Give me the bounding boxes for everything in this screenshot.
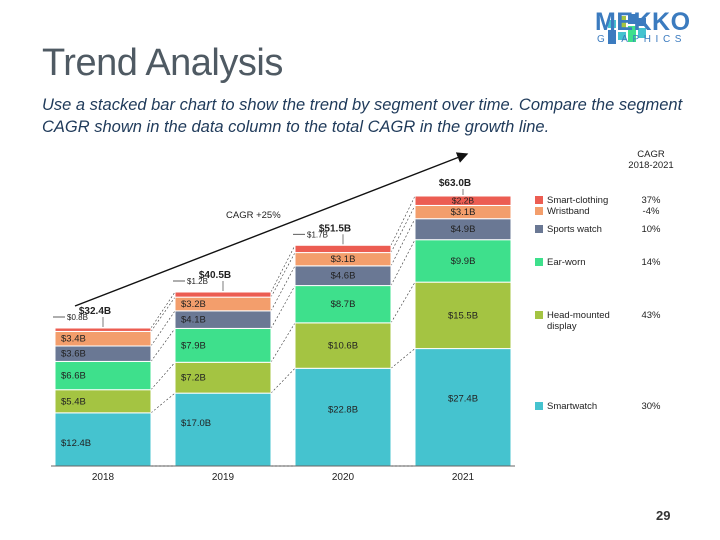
total-label-2019: $40.5B [199, 270, 231, 281]
total-label-2018: $32.4B [79, 306, 111, 317]
logo-subtext: GRAPHICS [597, 34, 687, 45]
bar-smart_clothing-2020 [294, 244, 392, 254]
connector-2018-1 [150, 392, 176, 414]
connector-2018-5 [150, 296, 176, 332]
legend-swatch-ear_worn [535, 258, 543, 266]
connector-2020-2 [390, 281, 416, 324]
bar-smartwatch-2021 [414, 348, 512, 467]
legend-cagr-ear_worn: 14% [641, 257, 661, 268]
legend-swatch-smart_clothing [535, 196, 543, 204]
totals-group: $32.4B $40.5B $51.5B $63.0B [79, 178, 471, 327]
connector-2020-1 [390, 348, 416, 369]
data-label-head_mounted-2018: $5.4B [61, 396, 86, 407]
x-tick-label-2018: 2018 [92, 472, 115, 483]
x-tick-label-2020: 2020 [332, 472, 355, 483]
bar-smart_clothing-2018 [54, 327, 152, 332]
legend-label-wristband: Wristband [547, 206, 590, 217]
connector-2019-2 [270, 322, 296, 363]
connector-2019-3 [270, 285, 296, 329]
data-label-sports_watch-2021: $4.9B [451, 224, 476, 235]
legend-cagr-sports_watch: 10% [641, 224, 661, 235]
connector-2020-4 [390, 218, 416, 266]
data-label-smart_clothing-2019: $1.2B [187, 277, 208, 286]
data-label-smartwatch-2019: $17.0B [181, 418, 211, 429]
legend-cagr-smart_clothing: 37% [641, 195, 661, 206]
bar-head_mounted-2020 [294, 322, 392, 369]
bar-head_mounted-2021 [414, 281, 512, 350]
legend-label-head_mounted: Head-mounted display [547, 310, 610, 332]
data-label-head_mounted-2020: $10.6B [328, 341, 358, 352]
legend-cagr-smartwatch: 30% [641, 401, 661, 412]
total-label-2020: $51.5B [319, 223, 351, 234]
cagr-header-title: CAGR [637, 149, 665, 160]
connector-2020-6 [390, 195, 416, 246]
connector-2020-3 [390, 239, 416, 286]
growth-arrow [74, 152, 469, 307]
data-label-ear_worn-2019: $7.9B [181, 340, 206, 351]
data-label-ear_worn-2018: $6.6B [61, 371, 86, 382]
page-subtitle: Use a stacked bar chart to show the tren… [42, 96, 683, 136]
legend-swatch-wristband [535, 207, 543, 215]
bar-smart_clothing-2021 [414, 195, 512, 206]
data-label-smart_clothing-2021: $2.2B [452, 196, 475, 206]
legend-group: Smart-clothing 37% Wristband -4% Sports watc… [535, 195, 661, 412]
data-label-wristband-2020: $3.1B [331, 254, 356, 265]
connector-2020-5 [390, 205, 416, 253]
bar-smartwatch-2020 [294, 367, 392, 467]
bar-labels-group: $12.4B $5.4B $6.6B $3.6B $3.4B $0.8B $17.0B $7.… [53, 196, 478, 449]
x-tick-label-2019: 2019 [212, 472, 235, 483]
data-label-wristband-2021: $3.1B [451, 207, 476, 218]
data-label-head_mounted-2019: $7.2B [181, 373, 206, 384]
legend-label-sports_watch: Sports watch [547, 224, 602, 235]
data-label-smart_clothing-2018: $0.8B [67, 313, 88, 322]
data-label-smartwatch-2018: $12.4B [61, 438, 91, 449]
cagr-header-years: 2018-2021 [628, 160, 673, 171]
bar-ear_worn-2021 [414, 239, 512, 283]
growth-line-label: CAGR +25% [226, 210, 281, 221]
legend-label-smart_clothing: Smart-clothing [547, 195, 608, 206]
bar-ear_worn-2018 [54, 360, 152, 391]
page-title: Trend Analysis [42, 42, 283, 84]
connector-2019-4 [270, 265, 296, 311]
data-label-wristband-2019: $3.2B [181, 299, 206, 310]
legend-cagr-wristband: -4% [643, 206, 660, 217]
data-label-wristband-2018: $3.4B [61, 334, 86, 345]
legend-cagr-head_mounted: 43% [641, 310, 661, 321]
legend-swatch-smartwatch [535, 402, 543, 410]
data-label-sports_watch-2019: $4.1B [181, 315, 206, 326]
connector-2019-5 [270, 252, 296, 298]
legend-label-smartwatch: Smartwatch [547, 401, 597, 412]
logo-wordmark: MEKKO [595, 8, 691, 36]
data-label-smart_clothing-2020: $1.7B [307, 230, 328, 239]
bar-smart_clothing-2019 [174, 291, 272, 298]
connector-2018-6 [150, 291, 176, 329]
total-label-2021: $63.0B [439, 178, 471, 189]
connector-2019-6 [270, 245, 296, 293]
bars-group [54, 195, 512, 467]
bar-ear_worn-2020 [294, 285, 392, 324]
connector-2018-4 [150, 310, 176, 347]
page-number: 29 [656, 508, 671, 523]
data-label-ear_worn-2020: $8.7B [331, 299, 356, 310]
data-label-head_mounted-2021: $15.5B [448, 310, 478, 321]
data-label-smartwatch-2021: $27.4B [448, 393, 478, 404]
data-label-sports_watch-2020: $4.6B [331, 271, 356, 282]
connector-2018-3 [150, 328, 176, 362]
x-axis: 2018 2019 2020 2021 [51, 465, 515, 483]
legend-swatch-sports_watch [535, 225, 543, 233]
data-label-smartwatch-2020: $22.8B [328, 404, 358, 415]
bar-smartwatch-2019 [174, 392, 272, 467]
data-label-sports_watch-2018: $3.6B [61, 349, 86, 360]
mekko-logo-icon [608, 14, 646, 44]
legend-label-ear_worn: Ear-worn [547, 257, 586, 268]
data-label-ear_worn-2021: $9.9B [451, 256, 476, 267]
connector-2019-1 [270, 368, 296, 394]
growth-line-group [74, 152, 469, 307]
bar-head_mounted-2019 [174, 361, 272, 394]
x-tick-label-2021: 2021 [452, 472, 475, 483]
legend-swatch-head_mounted [535, 311, 543, 319]
connector-2018-2 [150, 362, 176, 390]
